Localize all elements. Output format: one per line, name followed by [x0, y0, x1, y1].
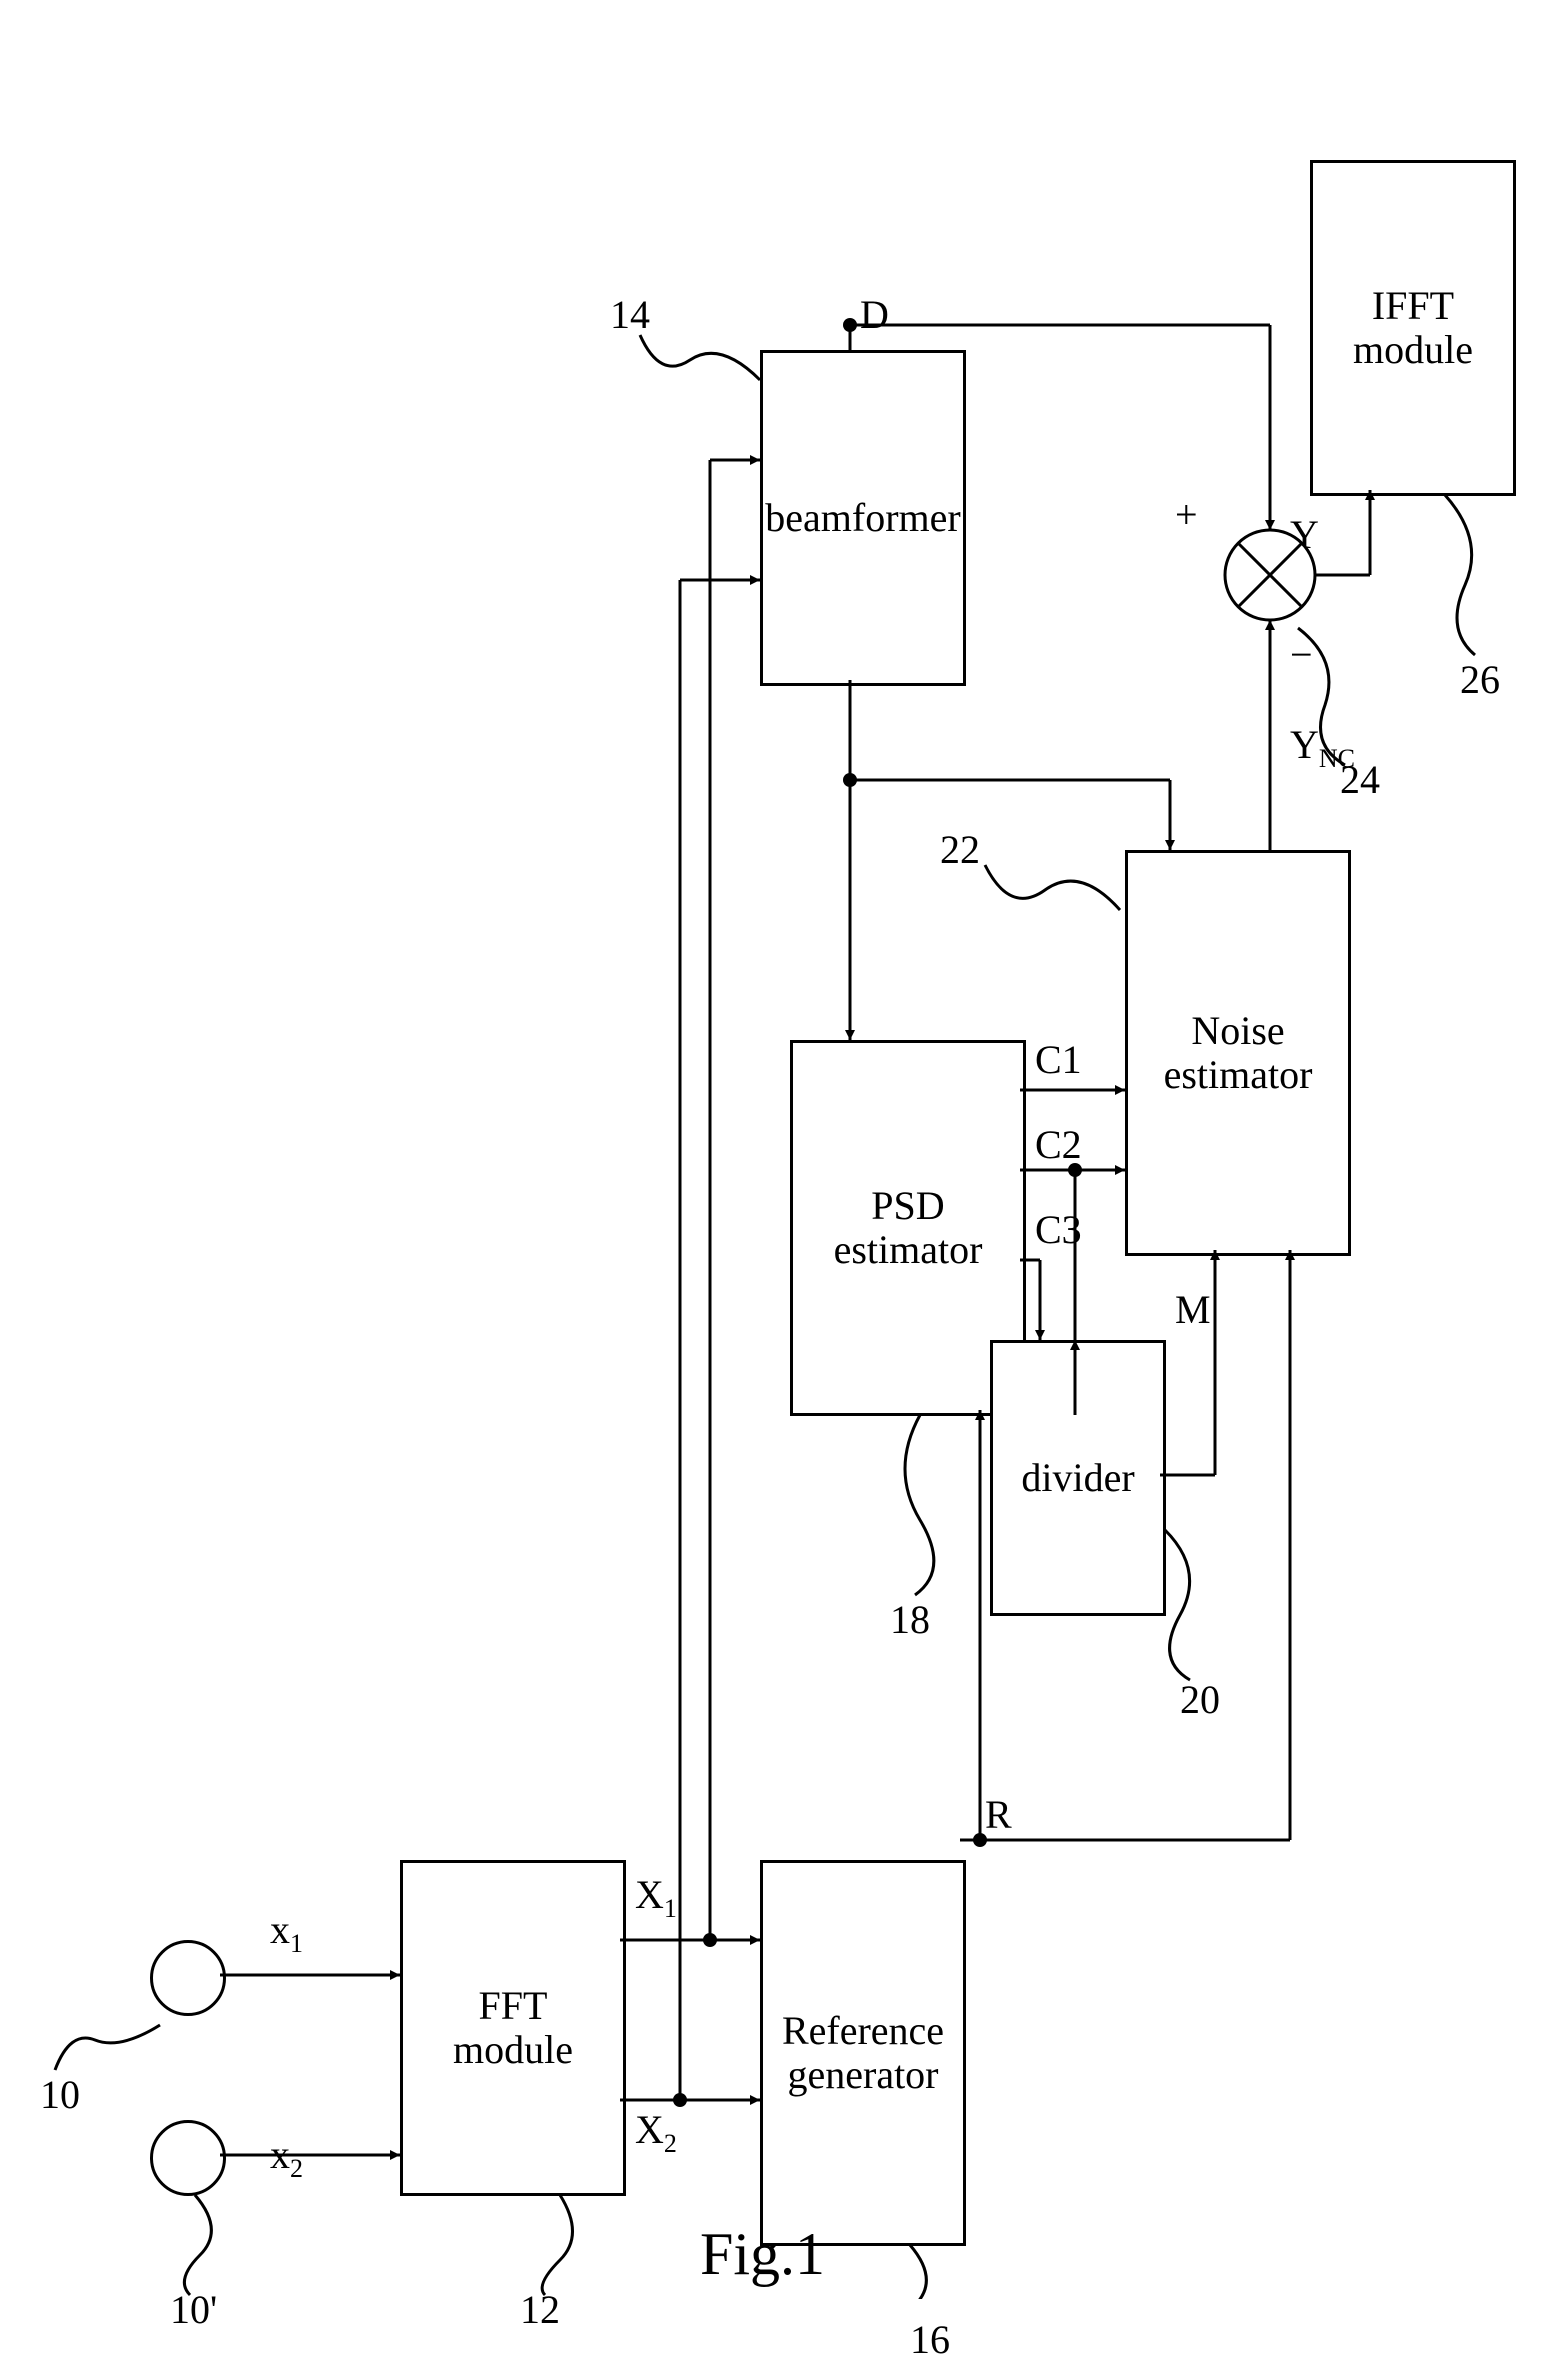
noise-estimator-box: Noiseestimator: [1125, 850, 1351, 1256]
signal-C3: C3: [1035, 1210, 1082, 1250]
ref-12: 12: [520, 2290, 560, 2330]
psd-estimator-label: PSDestimator: [834, 1184, 983, 1272]
ref-26: 26: [1460, 660, 1500, 700]
fft-module-label: FFTmodule: [453, 1984, 573, 2072]
divider-label: divider: [1021, 1456, 1134, 1500]
signal-D: D: [860, 295, 889, 335]
signal-R: R: [985, 1795, 1012, 1835]
signal-x2: x2: [270, 2135, 303, 2182]
ifft-module-box: IFFTmodule: [1310, 160, 1516, 496]
beamformer-label: beamformer: [765, 496, 960, 540]
divider-box: divider: [990, 1340, 1166, 1616]
ifft-module-label: IFFTmodule: [1353, 284, 1473, 372]
fft-module-box: FFTmodule: [400, 1860, 626, 2196]
mic-2: [150, 2120, 226, 2196]
ref-14: 14: [610, 295, 650, 335]
figure-caption: Fig.1: [700, 2220, 825, 2289]
sum-plus: +: [1175, 495, 1198, 535]
ref-10: 10: [40, 2075, 80, 2115]
mic-1: [150, 1940, 226, 2016]
noise-estimator-label: Noiseestimator: [1164, 1009, 1313, 1097]
signal-C1: C1: [1035, 1040, 1082, 1080]
reference-generator-box: Referencegenerator: [760, 1860, 966, 2246]
diagram-canvas: FFTmodule beamformer Referencegenerator …: [40, 40, 1520, 2299]
ref-18: 18: [890, 1600, 930, 1640]
signal-C2: C2: [1035, 1125, 1082, 1165]
ref-24: 24: [1340, 760, 1380, 800]
signal-M: M: [1175, 1290, 1211, 1330]
ref-20: 20: [1180, 1680, 1220, 1720]
ref-22: 22: [940, 830, 980, 870]
signal-X1: X1: [635, 1875, 677, 1922]
signal-X2: X2: [635, 2110, 677, 2157]
beamformer-box: beamformer: [760, 350, 966, 686]
signal-Y: Y: [1290, 515, 1319, 555]
signal-x1: x1: [270, 1910, 303, 1957]
ref-16: 16: [910, 2320, 950, 2360]
ref-10p: 10': [170, 2290, 217, 2330]
reference-generator-label: Referencegenerator: [782, 2009, 944, 2097]
sum-minus: −: [1290, 635, 1313, 675]
